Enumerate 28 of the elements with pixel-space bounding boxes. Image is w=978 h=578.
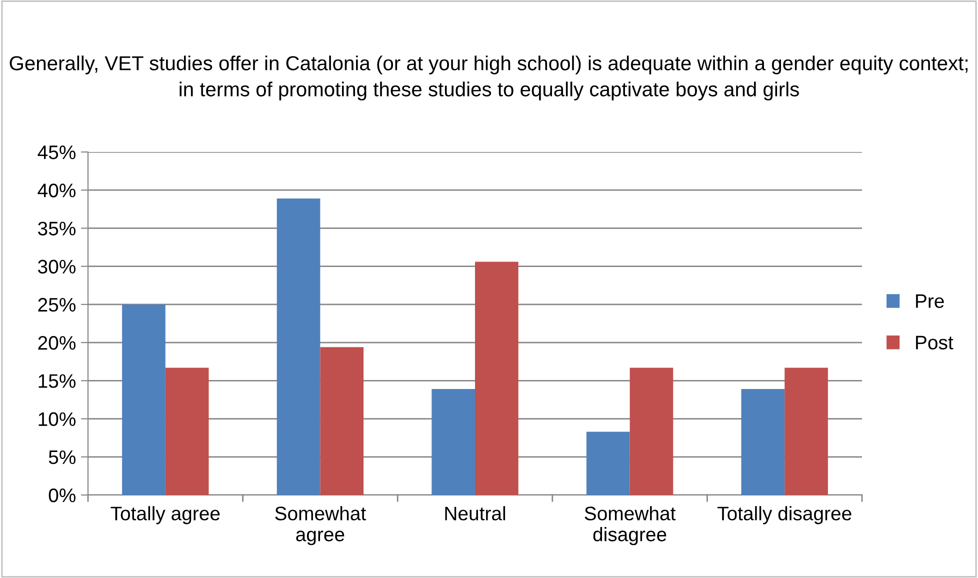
- y-tick-label: 5%: [48, 450, 76, 464]
- chart-title: Generally, VET studies offer in Catalonia (or at your high school) is adequate within a gender equity context; in terms of promoting these studies to equally captivate boys and girls: [10, 56, 968, 100]
- legend-label: Pre: [916, 294, 944, 308]
- bar: [320, 347, 364, 495]
- bar: [276, 198, 320, 495]
- y-tick-label: 25%: [38, 298, 76, 312]
- bar: [165, 368, 209, 495]
- y-tick-label: 35%: [38, 222, 76, 236]
- x-tick-label: Somewhat agree: [275, 506, 366, 546]
- bar: [586, 432, 630, 495]
- x-tick-label: Somewhat disagree: [584, 506, 676, 546]
- bar: [432, 389, 475, 495]
- y-tick-label: 10%: [38, 412, 76, 426]
- bar: [741, 389, 785, 495]
- y-tick-label: 20%: [38, 336, 76, 350]
- bar: [630, 368, 674, 495]
- x-tick-label: Totally disagree: [717, 506, 852, 524]
- y-tick-label: 45%: [38, 146, 76, 160]
- y-tick-label: 15%: [38, 374, 76, 388]
- bar: [784, 368, 828, 495]
- y-tick-label: 40%: [38, 184, 76, 198]
- bar: [475, 262, 518, 495]
- bar: [122, 304, 166, 495]
- x-tick-label: Totally agree: [110, 506, 220, 524]
- x-tick-label: Neutral: [445, 506, 506, 520]
- y-tick-label: 30%: [38, 260, 76, 274]
- y-tick-label: 0%: [48, 488, 76, 502]
- legend-label: Post: [916, 336, 954, 350]
